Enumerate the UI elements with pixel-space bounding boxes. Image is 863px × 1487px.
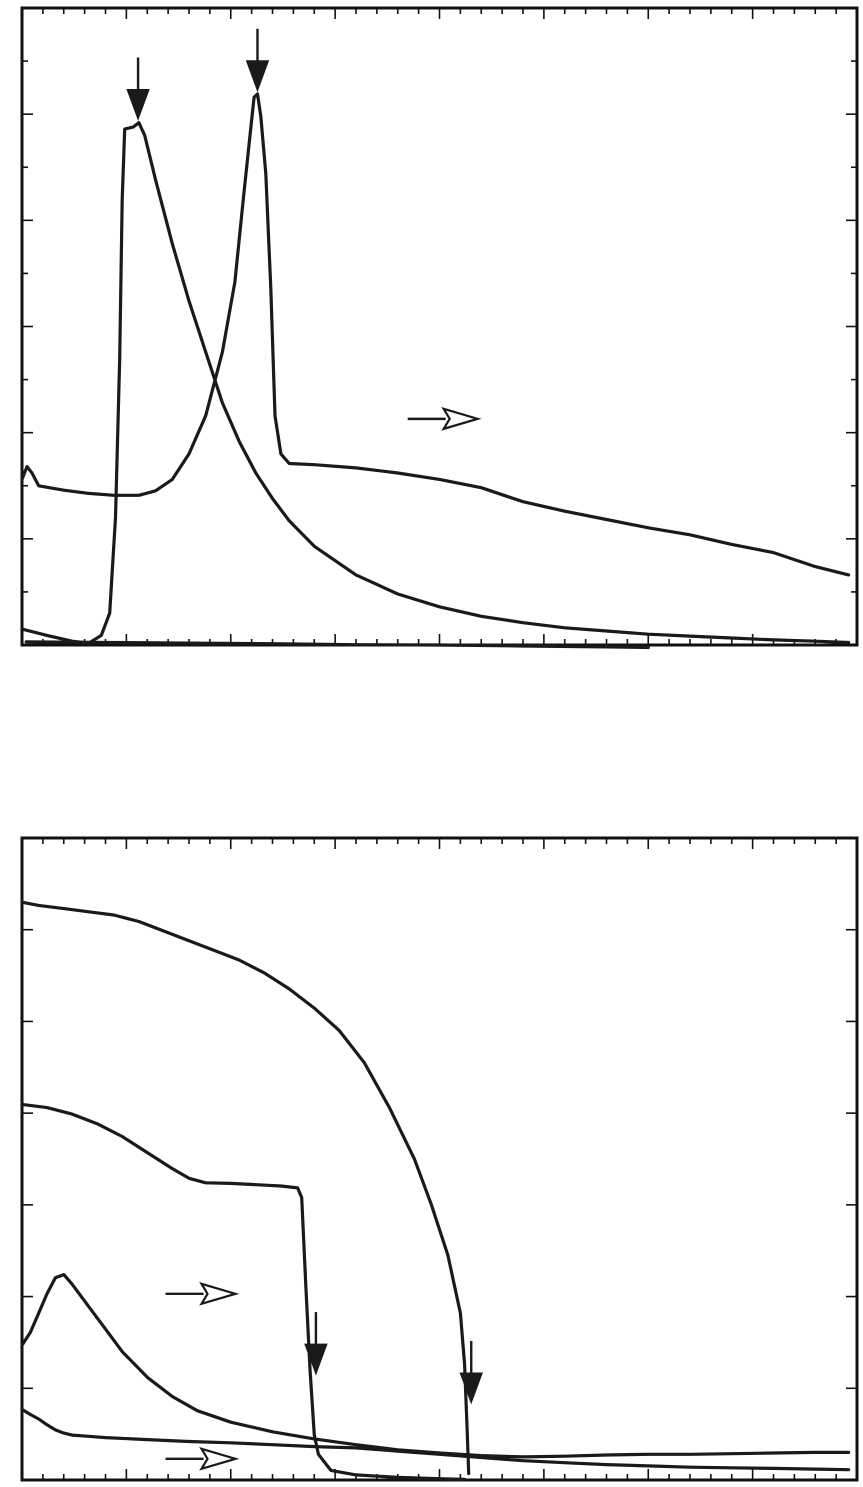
down-arrow-marker (245, 28, 270, 93)
top-chart (20, 6, 859, 650)
series-line-2 (20, 1102, 467, 1481)
right-arrow-marker (165, 1446, 240, 1471)
bottom-chart (20, 836, 859, 1482)
arrow-head (199, 1446, 240, 1471)
series-line-3 (20, 1273, 851, 1459)
down-arrow-marker (304, 1312, 328, 1376)
series-line-2 (20, 92, 851, 577)
plot-frame (20, 836, 859, 1482)
right-arrow-marker (407, 407, 482, 431)
series-line-1 (20, 121, 851, 645)
arrow-head (459, 1372, 483, 1405)
down-arrow-marker (459, 1340, 483, 1405)
arrow-head (304, 1343, 328, 1376)
down-arrow-marker (126, 57, 150, 121)
plot-frame (20, 6, 859, 647)
arrow-head (245, 60, 270, 93)
arrow-head (199, 1281, 240, 1306)
series-line-1 (20, 900, 471, 1476)
series-line-4 (20, 1407, 851, 1472)
arrow-head (441, 407, 482, 431)
arrow-head (126, 88, 150, 121)
right-arrow-marker (165, 1281, 240, 1306)
series-line-3 (24, 640, 650, 650)
